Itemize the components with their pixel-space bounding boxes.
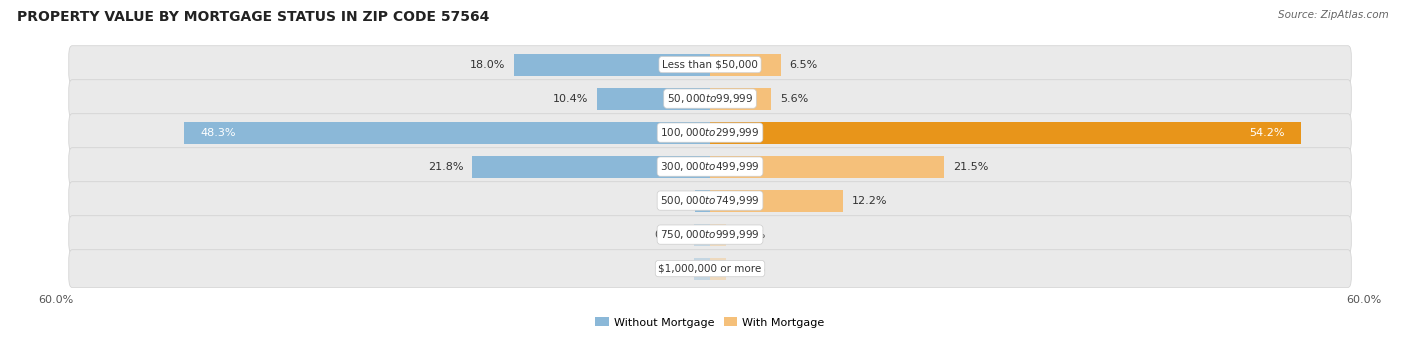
- Bar: [710, 156, 945, 177]
- FancyBboxPatch shape: [69, 114, 1351, 152]
- Text: PROPERTY VALUE BY MORTGAGE STATUS IN ZIP CODE 57564: PROPERTY VALUE BY MORTGAGE STATUS IN ZIP…: [17, 10, 489, 24]
- Text: 1.4%: 1.4%: [658, 195, 686, 206]
- Text: 0.0%: 0.0%: [655, 264, 683, 274]
- Text: $100,000 to $299,999: $100,000 to $299,999: [661, 126, 759, 139]
- Text: 0.0%: 0.0%: [737, 230, 765, 240]
- Bar: [515, 54, 710, 76]
- Bar: [710, 122, 1301, 143]
- FancyBboxPatch shape: [69, 46, 1351, 84]
- Text: 18.0%: 18.0%: [470, 59, 505, 70]
- Bar: [710, 258, 727, 279]
- Text: Source: ZipAtlas.com: Source: ZipAtlas.com: [1278, 10, 1389, 20]
- FancyBboxPatch shape: [69, 148, 1351, 185]
- FancyBboxPatch shape: [69, 80, 1351, 118]
- Text: 48.3%: 48.3%: [200, 128, 236, 138]
- Bar: [695, 190, 710, 211]
- Bar: [710, 224, 727, 245]
- Text: 0.0%: 0.0%: [737, 264, 765, 274]
- FancyBboxPatch shape: [69, 182, 1351, 220]
- FancyBboxPatch shape: [69, 250, 1351, 288]
- Text: $1,000,000 or more: $1,000,000 or more: [658, 264, 762, 274]
- Bar: [693, 224, 710, 245]
- Text: $300,000 to $499,999: $300,000 to $499,999: [661, 160, 759, 173]
- FancyBboxPatch shape: [69, 216, 1351, 254]
- Text: 10.4%: 10.4%: [553, 94, 588, 104]
- Text: 5.6%: 5.6%: [780, 94, 808, 104]
- Bar: [596, 88, 710, 109]
- Bar: [472, 156, 710, 177]
- Text: 21.5%: 21.5%: [953, 162, 988, 172]
- Bar: [184, 122, 710, 143]
- Legend: Without Mortgage, With Mortgage: Without Mortgage, With Mortgage: [591, 313, 830, 332]
- Text: 0.0%: 0.0%: [655, 230, 683, 240]
- Bar: [710, 88, 770, 109]
- Text: $500,000 to $749,999: $500,000 to $749,999: [661, 194, 759, 207]
- Bar: [710, 54, 780, 76]
- Bar: [693, 258, 710, 279]
- Text: Less than $50,000: Less than $50,000: [662, 59, 758, 70]
- Text: 54.2%: 54.2%: [1249, 128, 1284, 138]
- Text: $750,000 to $999,999: $750,000 to $999,999: [661, 228, 759, 241]
- Text: 12.2%: 12.2%: [852, 195, 887, 206]
- Text: $50,000 to $99,999: $50,000 to $99,999: [666, 92, 754, 105]
- Text: 6.5%: 6.5%: [790, 59, 818, 70]
- Bar: [710, 190, 844, 211]
- Text: 21.8%: 21.8%: [429, 162, 464, 172]
